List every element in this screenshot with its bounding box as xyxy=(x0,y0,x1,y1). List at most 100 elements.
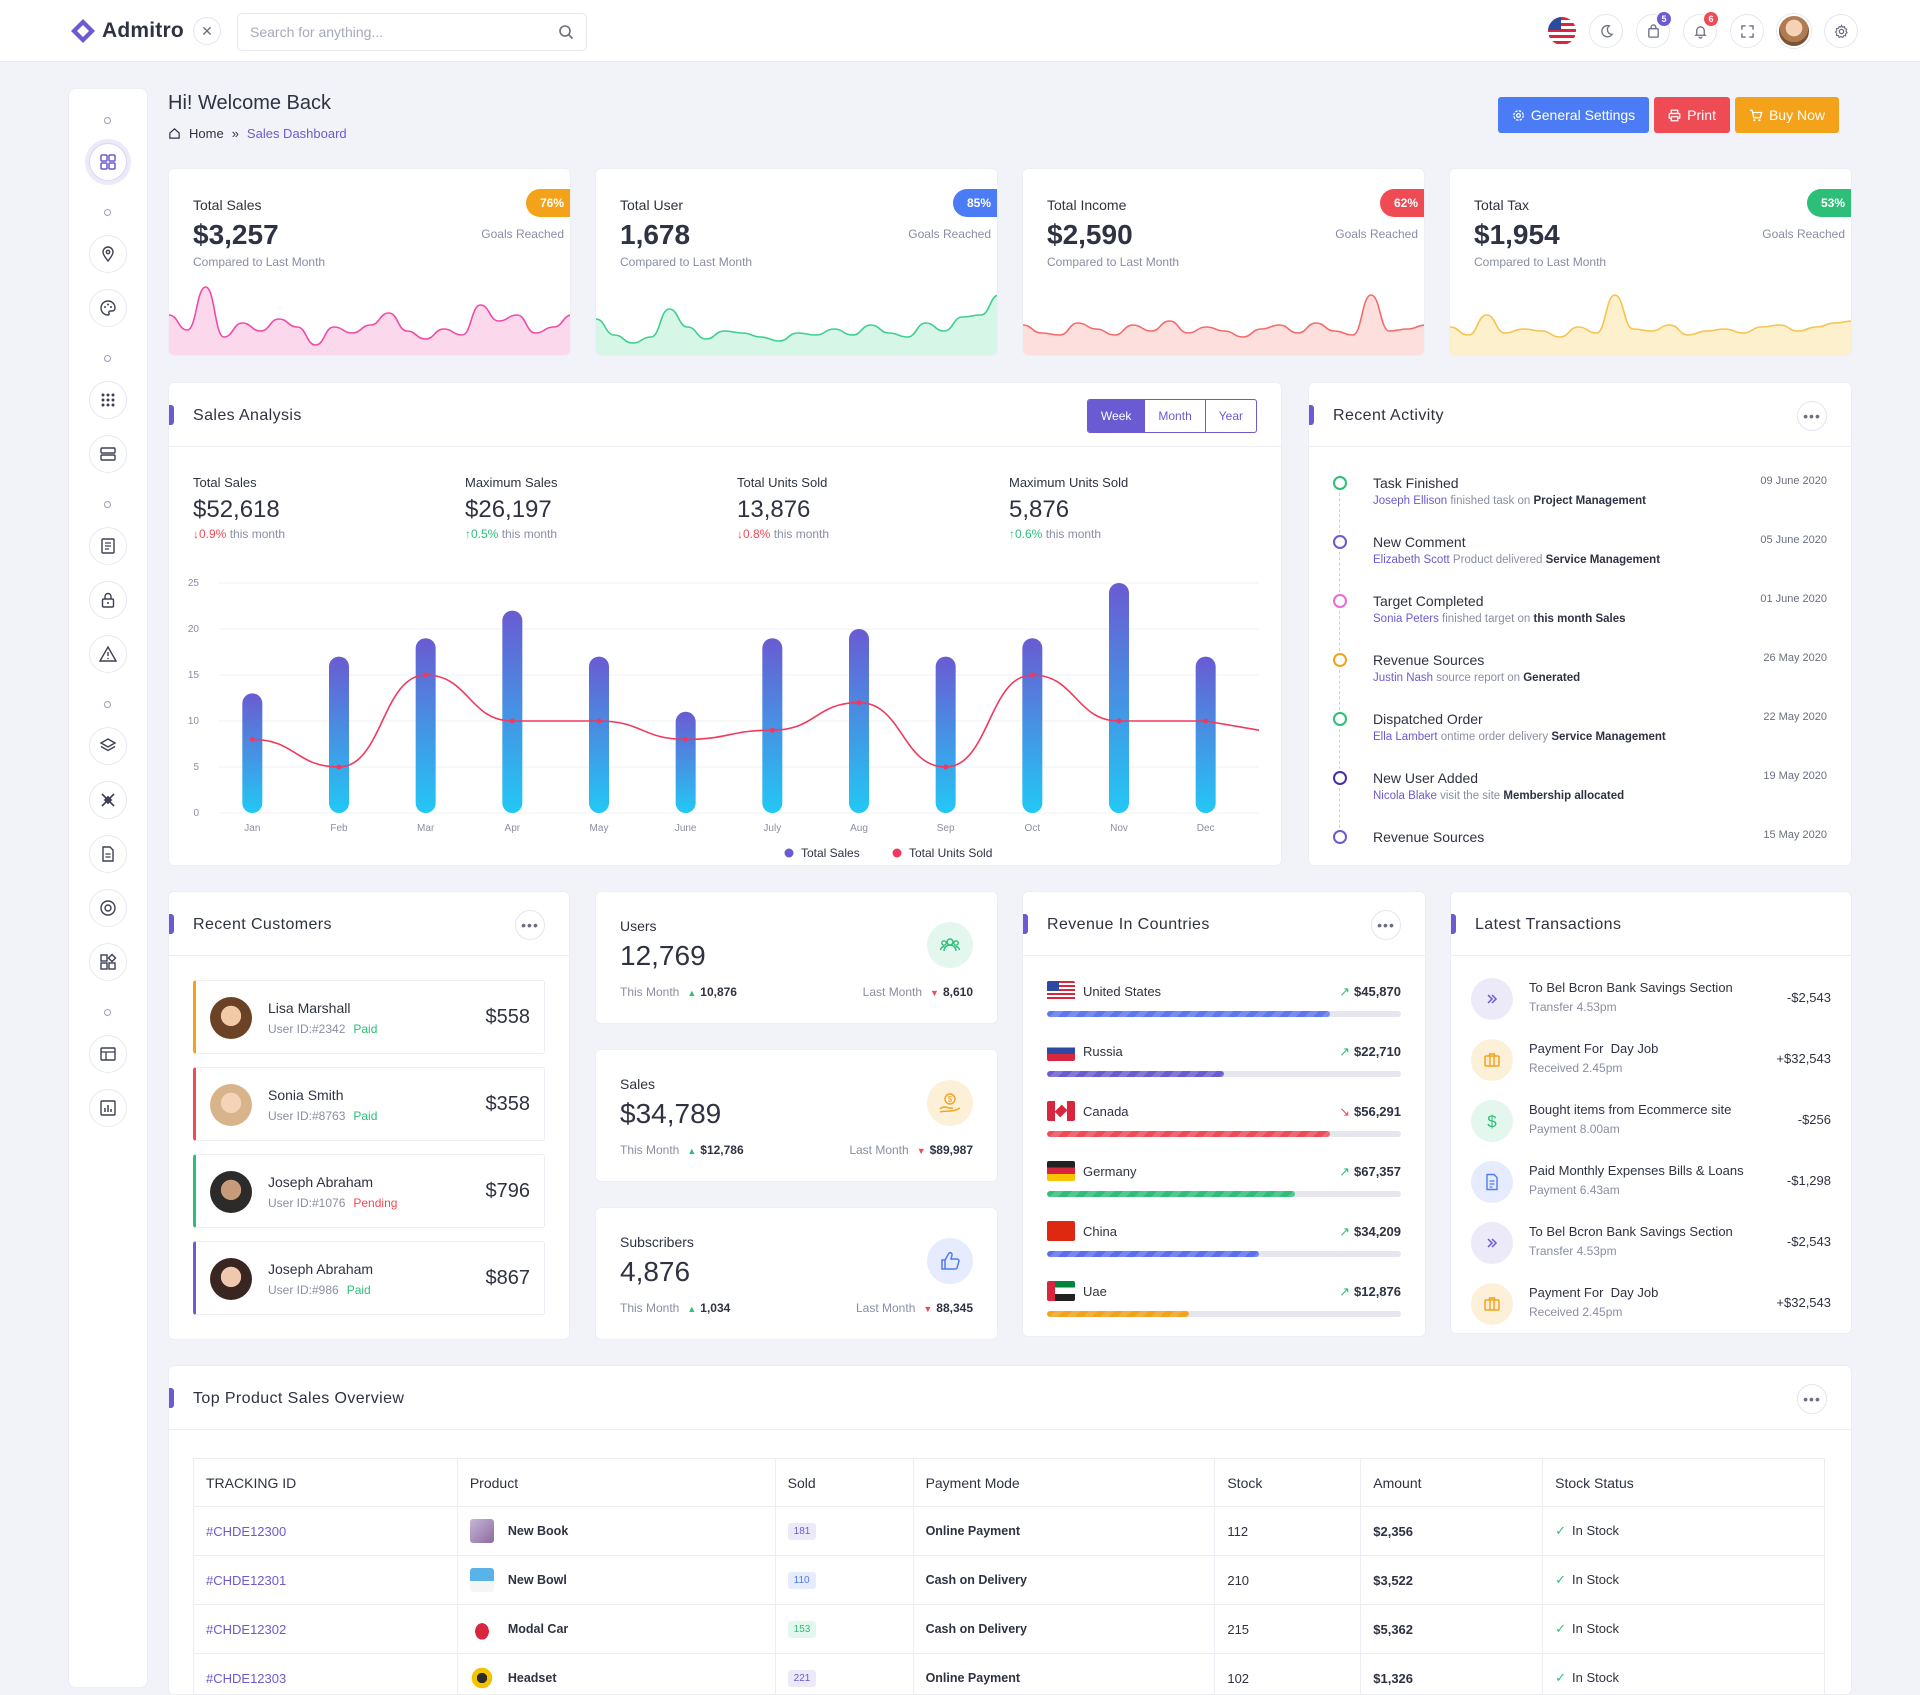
column-header[interactable]: Payment Mode xyxy=(913,1459,1215,1507)
timeline-line xyxy=(1339,788,1340,828)
card-title: Latest Transactions xyxy=(1475,916,1621,934)
print-button[interactable]: Print xyxy=(1654,97,1730,133)
language-flag-icon[interactable] xyxy=(1548,17,1576,45)
sidebar-item-pages[interactable] xyxy=(89,527,127,565)
activity-text: ontime order delivery xyxy=(1438,731,1552,743)
brand-logo[interactable]: Admitro xyxy=(70,18,184,44)
more-options-button[interactable]: ••• xyxy=(1797,1384,1827,1414)
sidebar-item-themes[interactable] xyxy=(89,289,127,327)
activity-user-link[interactable]: Nicola Blake xyxy=(1373,790,1437,802)
sidebar-item-apps[interactable] xyxy=(89,381,127,419)
sidebar-item-auth[interactable] xyxy=(89,581,127,619)
sidebar-item-forms[interactable] xyxy=(89,835,127,873)
sidebar-toggle-button[interactable]: ✕ xyxy=(193,17,221,45)
tracking-id[interactable]: #CHDE12301 xyxy=(194,1556,458,1605)
tab-year[interactable]: Year xyxy=(1205,400,1256,432)
column-header[interactable]: Stock xyxy=(1215,1459,1361,1507)
tab-month[interactable]: Month xyxy=(1144,400,1204,432)
bar-total-sales xyxy=(416,638,436,813)
column-header[interactable]: Sold xyxy=(775,1459,913,1507)
fullscreen-button[interactable] xyxy=(1730,14,1764,48)
activity-user-link[interactable]: Sonia Peters xyxy=(1373,613,1439,625)
activity-user-link[interactable]: Elizabeth Scott xyxy=(1373,554,1450,566)
tracking-id[interactable]: #CHDE12300 xyxy=(194,1507,458,1556)
sidebar-item-components[interactable] xyxy=(89,781,127,819)
country-row[interactable]: United States↗$45,870 xyxy=(1047,980,1401,1020)
sidebar-item-dashboard[interactable] xyxy=(89,143,127,181)
notifications-button[interactable]: 6 xyxy=(1683,14,1717,48)
column-header[interactable]: Amount xyxy=(1361,1459,1543,1507)
country-row[interactable]: Uae↗$12,876 xyxy=(1047,1280,1401,1320)
sidebar-item-widgets[interactable] xyxy=(89,435,127,473)
more-options-button[interactable]: ••• xyxy=(1371,910,1401,940)
sidebar-item-tables[interactable] xyxy=(89,1035,127,1073)
metric-change-period: this month xyxy=(774,527,829,541)
apps-icon xyxy=(99,953,117,971)
country-amount: $56,291 xyxy=(1354,1104,1401,1119)
revenue-progress-fill xyxy=(1047,1131,1330,1137)
settings-button[interactable] xyxy=(1824,14,1858,48)
country-row[interactable]: Germany↗$67,357 xyxy=(1047,1160,1401,1200)
stat-compare-text: Compared to Last Month xyxy=(1047,255,1179,269)
activity-object: Membership allocated xyxy=(1503,790,1624,802)
country-row[interactable]: China↗$34,209 xyxy=(1047,1220,1401,1260)
breadcrumb-home[interactable]: Home xyxy=(189,126,224,141)
this-month-value: 10,876 xyxy=(700,985,737,999)
goals-reached-text: Goals Reached xyxy=(908,227,991,241)
sidebar-item-errors[interactable] xyxy=(89,635,127,673)
sidebar-item-charts[interactable] xyxy=(89,1089,127,1127)
search-icon[interactable] xyxy=(558,24,574,40)
column-header[interactable]: TRACKING ID xyxy=(194,1459,458,1507)
activity-user-link[interactable]: Joseph Ellison xyxy=(1373,495,1447,507)
column-header[interactable]: Stock Status xyxy=(1543,1459,1825,1507)
buy-now-button[interactable]: Buy Now xyxy=(1735,97,1839,133)
more-options-button[interactable]: ••• xyxy=(1797,401,1827,431)
cart-button[interactable]: 5 xyxy=(1636,14,1670,48)
sidebar-item-elements[interactable] xyxy=(89,727,127,765)
sidebar-item-maps[interactable] xyxy=(89,235,127,273)
activity-user-link[interactable]: Justin Nash xyxy=(1373,672,1433,684)
transaction-sub: Transfer 4.53pm xyxy=(1529,1244,1617,1258)
bar-total-sales xyxy=(329,657,349,813)
sidebar-item-advanced[interactable] xyxy=(89,943,127,981)
activity-user-link[interactable]: Ella Lambert xyxy=(1373,731,1438,743)
country-row[interactable]: Russia↗$22,710 xyxy=(1047,1040,1401,1080)
transaction-title: Bought items from Ecommerce site xyxy=(1529,1102,1731,1117)
tab-week[interactable]: Week xyxy=(1088,400,1144,432)
user-avatar[interactable] xyxy=(1777,14,1811,48)
search-input[interactable] xyxy=(250,24,558,40)
more-options-button[interactable]: ••• xyxy=(515,910,545,940)
theme-toggle-button[interactable] xyxy=(1589,14,1623,48)
country-row[interactable]: Canada↘$56,291 xyxy=(1047,1100,1401,1140)
general-settings-button[interactable]: General Settings xyxy=(1498,97,1649,133)
tracking-id[interactable]: #CHDE12302 xyxy=(194,1605,458,1654)
tracking-id[interactable]: #CHDE12303 xyxy=(194,1654,458,1695)
column-header[interactable]: Product xyxy=(457,1459,775,1507)
sidebar-item-icons[interactable] xyxy=(89,889,127,927)
mini-stat-value: 4,876 xyxy=(620,1256,690,1288)
activity-desc: Justin Nash source report on Generated xyxy=(1373,672,1580,684)
